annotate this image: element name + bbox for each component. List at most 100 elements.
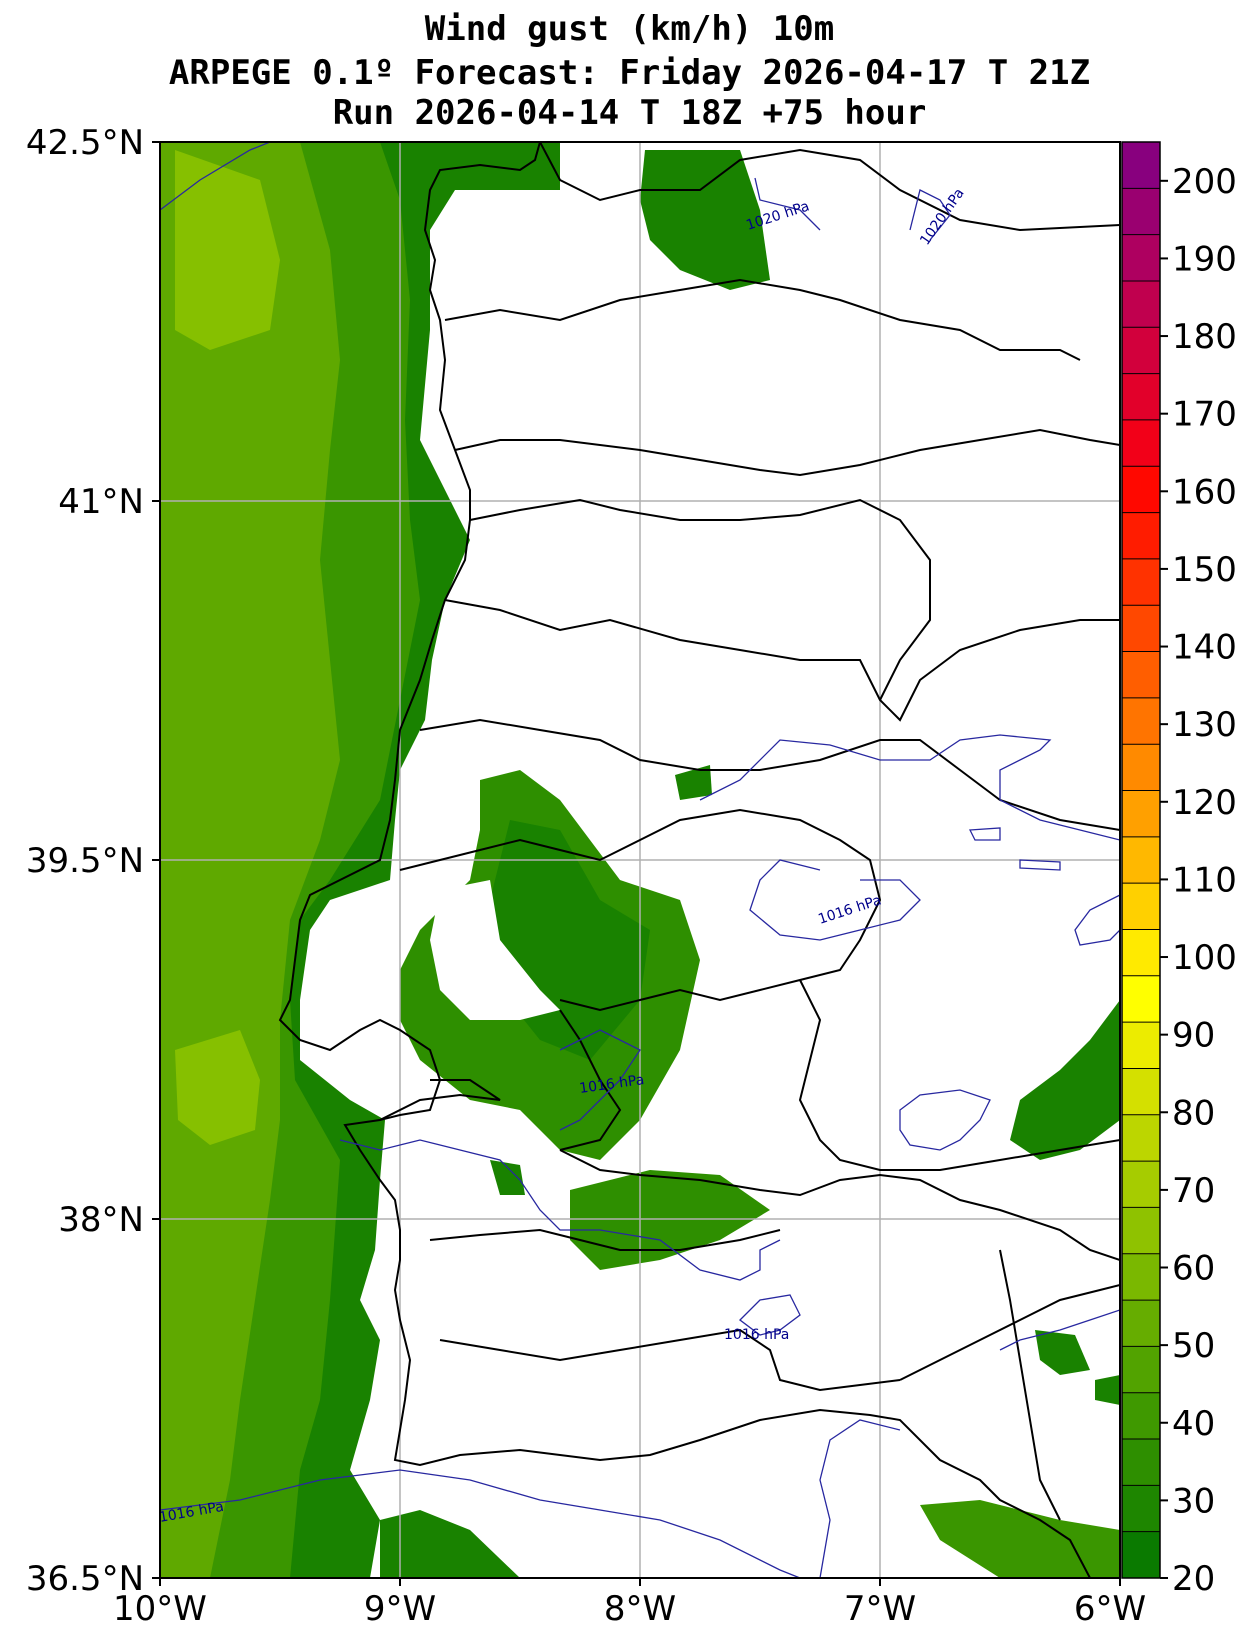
- border-district-10: [429, 1228, 781, 1251]
- colorbar-segment: [1122, 744, 1160, 792]
- gust-zone-inland-north: [640, 150, 770, 290]
- colorbar-segment: [1122, 1300, 1160, 1347]
- colorbar-tick-label: 60: [1172, 1249, 1215, 1289]
- colorbar-segment: [1122, 1392, 1160, 1440]
- lon-label: 10°W: [113, 1589, 207, 1629]
- colorbar-segment: [1122, 1439, 1160, 1486]
- colorbar-tick-label: 160: [1172, 472, 1237, 512]
- isobar-line: [1019, 859, 1061, 871]
- isobar-line: [1074, 894, 1120, 946]
- title-line-3: Run 2026-04-14 T 18Z +75 hour: [332, 93, 927, 133]
- colorbar-segment: [1122, 883, 1160, 930]
- colorbar-segment: [1122, 327, 1160, 375]
- colorbar-segment: [1122, 605, 1160, 653]
- border-district-7: [559, 1009, 622, 1151]
- colorbar-segment: [1122, 466, 1160, 514]
- isobar-line: [754, 177, 821, 231]
- coastline-borders: [278, 142, 1120, 1578]
- colorbar-segment: [1122, 188, 1160, 236]
- colorbar-tick-label: 130: [1172, 705, 1237, 745]
- isobars: [160, 142, 1120, 1578]
- colorbar-segment: [1122, 419, 1160, 467]
- colorbar-segment: [1122, 558, 1160, 606]
- calm-zone-estuary: [430, 880, 560, 1020]
- isobar-label: 1016 hPa: [724, 1327, 789, 1343]
- lon-label: 9°W: [364, 1589, 436, 1629]
- gust-zone-inland-central: [570, 1170, 770, 1270]
- estuary-tagus: [379, 1079, 501, 1121]
- gridlines: [160, 142, 1120, 1578]
- colorbar-segment: [1122, 790, 1160, 838]
- colorbar-tick-label: 140: [1172, 628, 1237, 668]
- border-district-5: [419, 718, 1120, 831]
- colorbar-segment: [1122, 142, 1160, 189]
- gust-zone-south-coast: [380, 1510, 520, 1578]
- lat-label: 42.5°N: [26, 123, 144, 163]
- colorbar-segment: [1122, 1161, 1160, 1208]
- lat-label: 36.5°N: [26, 1559, 144, 1599]
- colorbar-tick-label: 110: [1172, 860, 1237, 900]
- isobar-line: [899, 1089, 991, 1151]
- colorbar-frame: [1121, 141, 1161, 1579]
- colorbar-tick-label: 40: [1172, 1404, 1215, 1444]
- colorbar-segment: [1122, 280, 1160, 328]
- colorbar-tick-label: 150: [1172, 550, 1237, 590]
- isobar-line: [559, 1029, 641, 1131]
- gust-zone-50-60-south: [175, 1030, 260, 1145]
- lon-label: 6°W: [1074, 1589, 1146, 1629]
- lon-label: 8°W: [604, 1589, 676, 1629]
- title-line-1: Wind gust (km/h) 10m: [424, 9, 835, 49]
- colorbar-tick-label: 20: [1172, 1559, 1215, 1599]
- border-district-1: [444, 278, 1081, 361]
- border-district-11: [439, 1328, 901, 1392]
- border-district-4: [444, 599, 1120, 722]
- gust-zone-se-small: [1035, 1330, 1090, 1375]
- lon-label: 7°W: [844, 1589, 916, 1629]
- isobar-line: [999, 1309, 1120, 1351]
- colorbar-tick-label: 170: [1172, 395, 1237, 435]
- border-district-6: [399, 808, 882, 1012]
- isobar-line: [968, 827, 1001, 841]
- colorbar-segment: [1122, 929, 1160, 977]
- border-district-8: [798, 979, 1120, 1171]
- colorbar-segment: [1122, 1346, 1160, 1394]
- colorbar-tick-label: 80: [1172, 1093, 1215, 1133]
- colorbar-tick-label: 180: [1172, 317, 1237, 357]
- gust-zone-inland-sw: [490, 1160, 525, 1195]
- isobar-line: [699, 734, 1120, 841]
- colorbar-tick-label: 120: [1172, 783, 1237, 823]
- colorbar-segment: [1122, 651, 1160, 699]
- colorbar-segment: [1122, 1531, 1160, 1579]
- colorbar-segment: [1122, 1022, 1160, 1069]
- colorbar-tick-label: 90: [1172, 1016, 1215, 1056]
- colorbar-segment: [1122, 836, 1160, 884]
- border-district-3: [469, 498, 931, 701]
- gust-zone-se-coast: [920, 1500, 1120, 1578]
- gust-zone-inland-small: [675, 765, 712, 800]
- isobar-line: [819, 1419, 901, 1578]
- colorbar-segment: [1122, 1114, 1160, 1162]
- border-district-12: [999, 1249, 1061, 1521]
- colorbar-segment: [1122, 234, 1160, 282]
- colorbar-tick-label: 70: [1172, 1171, 1215, 1211]
- isobar-line: [160, 1469, 801, 1578]
- isobar-line: [749, 859, 921, 941]
- colorbar-segment: [1122, 1207, 1160, 1255]
- colorbar-segment: [1122, 512, 1160, 560]
- colorbar-tick-label: 30: [1172, 1481, 1215, 1521]
- lat-label: 41°N: [58, 482, 144, 522]
- colorbar-segment: [1122, 697, 1160, 745]
- colorbar-segment: [1122, 373, 1160, 421]
- colorbar-tick-label: 100: [1172, 938, 1237, 978]
- border-district-2: [454, 428, 1120, 477]
- border-district-13: [899, 1284, 1120, 1381]
- axis-ticks: [152, 141, 1121, 1586]
- colorbar-tick-label: 190: [1172, 239, 1237, 279]
- colorbar-segment: [1122, 975, 1160, 1023]
- colorbar: 20 30 40 50 60 70 80 90 100 110 120 130 140 150 160 170…: [1121, 141, 1237, 1599]
- colorbar-segment: [1122, 1253, 1160, 1301]
- colorbar-segment: [1122, 1068, 1160, 1116]
- border-district-9: [559, 1149, 1120, 1261]
- calm-zone-peniche: [330, 965, 360, 990]
